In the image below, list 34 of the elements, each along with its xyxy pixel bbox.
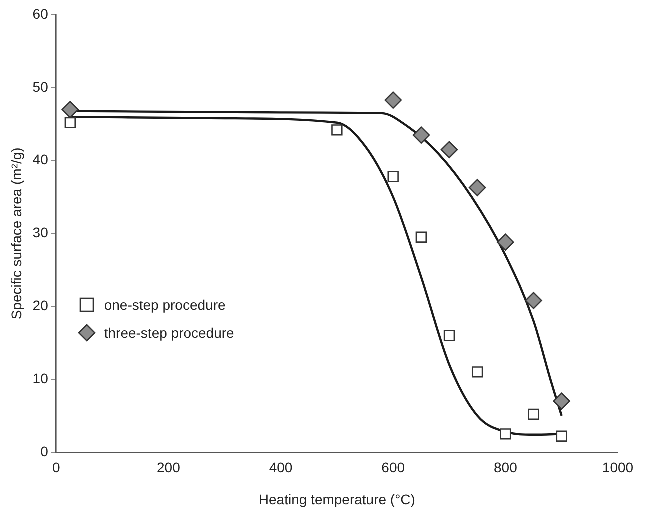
- x-tick-label: 1000: [602, 460, 634, 476]
- point: [553, 392, 570, 410]
- x-tick-label: 200: [157, 460, 181, 476]
- y-tick-label: 0: [40, 443, 49, 460]
- x-tick-label: 600: [382, 460, 406, 476]
- y-tick-label: 40: [32, 152, 49, 168]
- y-tick-label: 30: [32, 224, 49, 241]
- point: [440, 141, 458, 159]
- point: [332, 124, 343, 136]
- y-tick-label: 50: [32, 78, 49, 95]
- y-tick-label: 20: [32, 297, 49, 314]
- y-tick-label: 60: [32, 6, 49, 22]
- legend-label: three-step procedure: [104, 325, 234, 342]
- point: [556, 430, 568, 442]
- x-tick-label: 400: [269, 460, 293, 476]
- x-tick-label: 800: [494, 460, 518, 476]
- point: [444, 330, 456, 342]
- legend-label: one-step procedure: [104, 297, 226, 314]
- point: [472, 366, 484, 378]
- y-axis-title: Specific surface area (m²/g): [8, 148, 24, 320]
- point: [62, 101, 80, 118]
- x-axis-title: Heating temperature (°C): [258, 491, 416, 508]
- point: [388, 171, 399, 182]
- point: [500, 428, 512, 440]
- point: [64, 117, 76, 128]
- point: [384, 92, 402, 109]
- point: [412, 126, 430, 144]
- x-tick-label: 0: [52, 460, 60, 476]
- point: [528, 408, 540, 420]
- y-tick-label: 10: [32, 370, 49, 386]
- point: [416, 232, 428, 243]
- point: [497, 234, 514, 252]
- point: [468, 179, 486, 196]
- point: [525, 292, 542, 310]
